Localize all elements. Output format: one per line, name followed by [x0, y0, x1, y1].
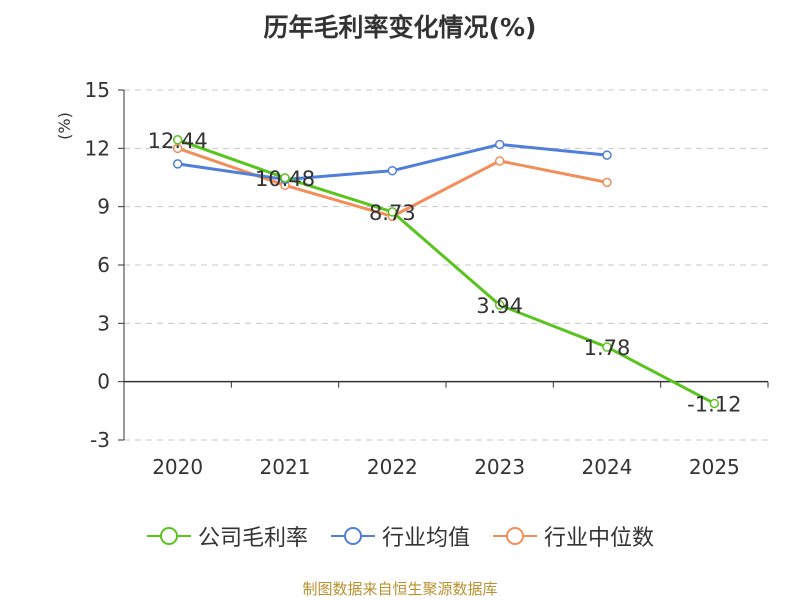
legend-item[interactable]: 公司毛利率: [146, 520, 308, 552]
data-point: [494, 300, 505, 310]
y-tick-label: 12: [85, 136, 110, 160]
data-labels: 12.44 10.48 8.73 3.94 1.78 -1.12: [148, 129, 742, 417]
x-tick-label: 2023: [474, 455, 525, 479]
x-tick-label: 2024: [582, 455, 633, 479]
data-label: 12.44: [148, 129, 208, 153]
legend-item[interactable]: 行业均值: [330, 520, 470, 552]
x-tick-label: 2020: [152, 455, 203, 479]
data-point: [494, 156, 505, 166]
data-point: [387, 207, 398, 217]
data-label: 10.48: [255, 167, 315, 191]
data-label: 3.94: [476, 294, 523, 318]
legend-swatch: [146, 527, 191, 545]
legend: 公司毛利率 行业均值 行业中位数: [0, 520, 800, 552]
source-note: 制图数据来自恒生聚源数据库: [302, 580, 498, 598]
data-point: [280, 173, 290, 183]
grid-lines: [124, 89, 768, 441]
data-point: [172, 135, 183, 145]
data-point: [494, 139, 505, 150]
data-point: [602, 177, 612, 188]
y-tick-label: 3: [97, 311, 110, 335]
data-point: [602, 150, 612, 160]
x-tick-label: 2025: [689, 455, 740, 479]
y-axis-label: (%): [55, 112, 74, 140]
legend-swatch: [330, 527, 375, 545]
y-tick-label: 15: [85, 78, 110, 102]
y-tick-label: 9: [97, 195, 110, 219]
y-tick-label: 6: [97, 253, 110, 277]
x-tick-label: 2022: [367, 455, 418, 479]
legend-item[interactable]: 行业中位数: [492, 520, 654, 552]
data-point: [602, 342, 612, 352]
chart-title: 历年毛利率变化情况(%): [263, 13, 537, 42]
data-point: [709, 398, 720, 409]
series-0: [172, 135, 720, 409]
series-line: [177, 138, 716, 405]
legend-marker: [506, 527, 524, 545]
data-label: 8.73: [369, 201, 416, 225]
legend-marker: [159, 527, 178, 545]
y-tick-label: -3: [90, 428, 110, 452]
x-tick-label: 2021: [260, 455, 311, 479]
axes: -3 0 3 6 9 12 15 2020 2021 2022 2023 2024 2025: [85, 78, 769, 479]
data-point: [387, 165, 398, 176]
data-label: 1.78: [584, 336, 631, 360]
legend-label: 行业中位数: [544, 526, 655, 551]
data-label: -1.12: [687, 392, 741, 416]
y-tick-label: 0: [97, 370, 110, 394]
legend-marker: [343, 527, 362, 545]
legend-swatch: [493, 527, 537, 545]
legend-label: 行业均值: [381, 526, 470, 551]
data-point: [172, 159, 183, 169]
legend-label: 公司毛利率: [197, 526, 308, 551]
series-lines: [172, 135, 720, 409]
